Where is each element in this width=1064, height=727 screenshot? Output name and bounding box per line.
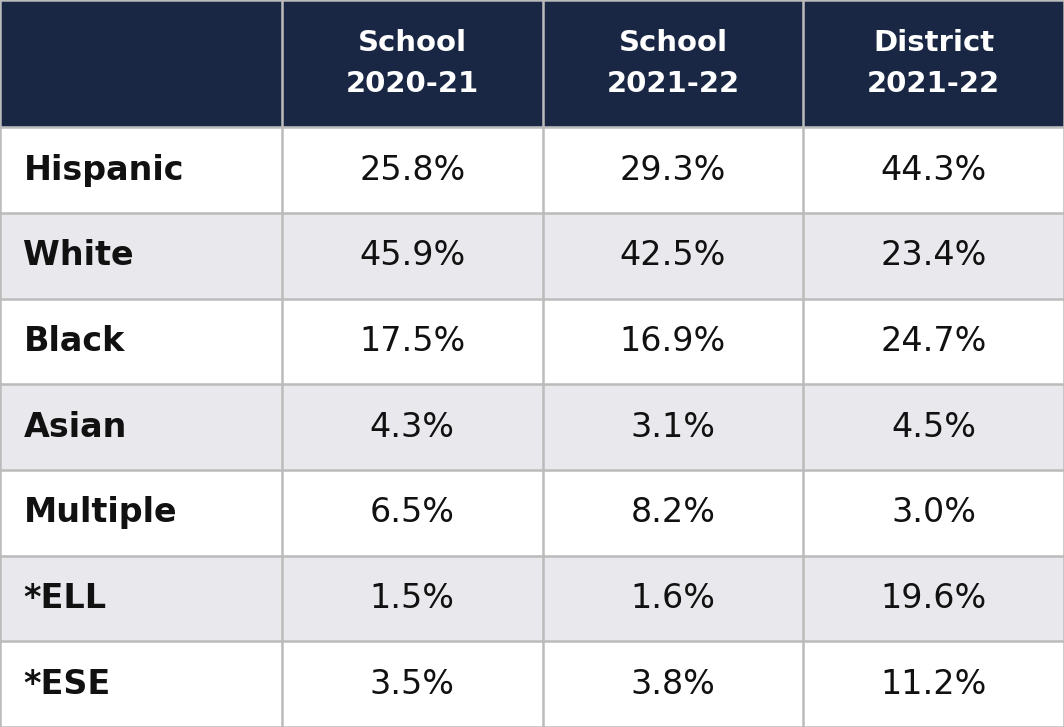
Text: 23.4%: 23.4%: [881, 239, 986, 272]
Text: 6.5%: 6.5%: [370, 497, 454, 529]
Bar: [803, 385, 1064, 470]
Text: School: School: [358, 29, 467, 57]
Text: 2021-22: 2021-22: [867, 70, 1000, 98]
Text: 25.8%: 25.8%: [360, 153, 465, 187]
Bar: [803, 470, 1064, 555]
Text: White: White: [23, 239, 134, 272]
Text: Asian: Asian: [23, 411, 127, 443]
Bar: [543, 385, 803, 470]
Bar: [803, 555, 1064, 641]
Bar: [543, 470, 803, 555]
Text: 29.3%: 29.3%: [620, 153, 726, 187]
Bar: [543, 213, 803, 299]
Bar: [803, 127, 1064, 213]
Bar: [282, 555, 543, 641]
Text: 3.8%: 3.8%: [631, 667, 715, 701]
Bar: [0, 0, 282, 127]
Bar: [543, 127, 803, 213]
Bar: [543, 0, 803, 127]
Text: 8.2%: 8.2%: [631, 497, 715, 529]
Bar: [803, 0, 1064, 127]
Text: 16.9%: 16.9%: [620, 325, 726, 358]
Bar: [282, 0, 543, 127]
Bar: [543, 299, 803, 385]
Bar: [282, 213, 543, 299]
Text: *ELL: *ELL: [23, 582, 106, 615]
Bar: [282, 127, 543, 213]
Text: Black: Black: [23, 325, 124, 358]
Text: 2020-21: 2020-21: [346, 70, 479, 98]
Bar: [543, 555, 803, 641]
Text: *ESE: *ESE: [23, 667, 111, 701]
Text: 3.1%: 3.1%: [631, 411, 715, 443]
Bar: [543, 641, 803, 727]
Text: 44.3%: 44.3%: [881, 153, 986, 187]
Text: 4.5%: 4.5%: [892, 411, 976, 443]
Text: 11.2%: 11.2%: [881, 667, 986, 701]
Text: 1.5%: 1.5%: [370, 582, 454, 615]
Text: 3.5%: 3.5%: [370, 667, 454, 701]
Text: 42.5%: 42.5%: [620, 239, 726, 272]
Text: District: District: [874, 29, 994, 57]
Bar: [803, 213, 1064, 299]
Text: 19.6%: 19.6%: [881, 582, 986, 615]
Bar: [0, 641, 282, 727]
Text: Hispanic: Hispanic: [23, 153, 184, 187]
Bar: [282, 385, 543, 470]
Text: 24.7%: 24.7%: [881, 325, 986, 358]
Bar: [803, 299, 1064, 385]
Bar: [282, 470, 543, 555]
Text: 3.0%: 3.0%: [892, 497, 976, 529]
Bar: [0, 213, 282, 299]
Bar: [282, 299, 543, 385]
Bar: [0, 470, 282, 555]
Text: School: School: [618, 29, 728, 57]
Bar: [803, 641, 1064, 727]
Text: 4.3%: 4.3%: [370, 411, 454, 443]
Bar: [0, 555, 282, 641]
Text: 1.6%: 1.6%: [631, 582, 715, 615]
Bar: [0, 299, 282, 385]
Bar: [0, 127, 282, 213]
Text: 2021-22: 2021-22: [606, 70, 739, 98]
Text: 17.5%: 17.5%: [360, 325, 465, 358]
Bar: [282, 641, 543, 727]
Bar: [0, 385, 282, 470]
Text: Multiple: Multiple: [23, 497, 177, 529]
Text: 45.9%: 45.9%: [360, 239, 465, 272]
